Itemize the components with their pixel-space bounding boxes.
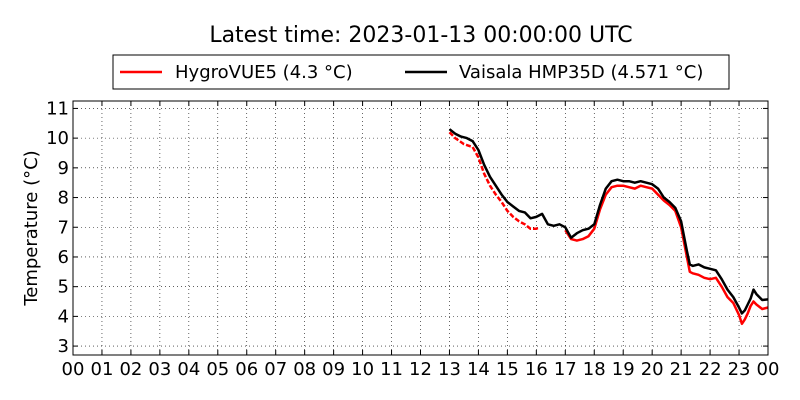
x-tick-label: 18 xyxy=(583,359,606,380)
y-tick-label: 8 xyxy=(58,188,69,209)
x-tick-label: 20 xyxy=(641,359,664,380)
legend-label-vaisala: Vaisala HMP35D (4.571 °C) xyxy=(459,62,703,83)
x-tick-label: 02 xyxy=(119,359,142,380)
x-tick-label: 00 xyxy=(757,359,780,380)
x-tick-label: 13 xyxy=(438,359,461,380)
y-tick-label: 9 xyxy=(58,158,69,179)
y-tick-label: 5 xyxy=(58,277,69,298)
x-tick-label: 14 xyxy=(467,359,490,380)
x-tick-label: 21 xyxy=(670,359,693,380)
x-tick-label: 05 xyxy=(206,359,229,380)
x-tick-label: 09 xyxy=(322,359,345,380)
y-tick-label: 7 xyxy=(58,217,69,238)
x-tick-label: 01 xyxy=(91,359,114,380)
x-tick-label: 22 xyxy=(699,359,722,380)
tick-labels: 00 01 02 03 04 05 06 07 08 09 10 11 12 13 14 15 16 17 18 19… xyxy=(46,98,779,380)
series-layer xyxy=(448,128,769,326)
y-tick-label: 3 xyxy=(58,336,69,357)
x-tick-label: 00 xyxy=(62,359,85,380)
grid xyxy=(73,101,768,355)
y-tick-label: 6 xyxy=(58,247,69,268)
chart-title: Latest time: 2023-01-13 00:00:00 UTC xyxy=(209,23,632,48)
series-line-0 xyxy=(448,131,540,230)
y-tick-label: 4 xyxy=(58,306,69,327)
plot-frame xyxy=(72,100,769,356)
x-tick-label: 12 xyxy=(409,359,432,380)
legend: HygroVUE5 (4.3 °C) Vaisala HMP35D (4.571… xyxy=(112,54,730,90)
y-axis-label: Temperature (°C) xyxy=(21,150,42,306)
x-tick-label: 17 xyxy=(554,359,577,380)
legend-label-hygrovue5: HygroVUE5 (4.3 °C) xyxy=(175,62,353,83)
x-tick-label: 06 xyxy=(235,359,258,380)
x-tick-label: 19 xyxy=(612,359,635,380)
x-tick-label: 23 xyxy=(728,359,751,380)
y-tick-label: 10 xyxy=(46,128,69,149)
x-tick-label: 08 xyxy=(293,359,316,380)
x-tick-label: 11 xyxy=(380,359,403,380)
x-tick-label: 04 xyxy=(177,359,200,380)
series-line-2 xyxy=(448,128,769,315)
x-tick-label: 07 xyxy=(264,359,287,380)
axes xyxy=(72,100,769,356)
x-tick-label: 10 xyxy=(351,359,374,380)
x-tick-label: 16 xyxy=(525,359,548,380)
y-tick-label: 11 xyxy=(46,98,69,119)
x-tick-label: 15 xyxy=(496,359,519,380)
x-tick-label: 03 xyxy=(148,359,171,380)
